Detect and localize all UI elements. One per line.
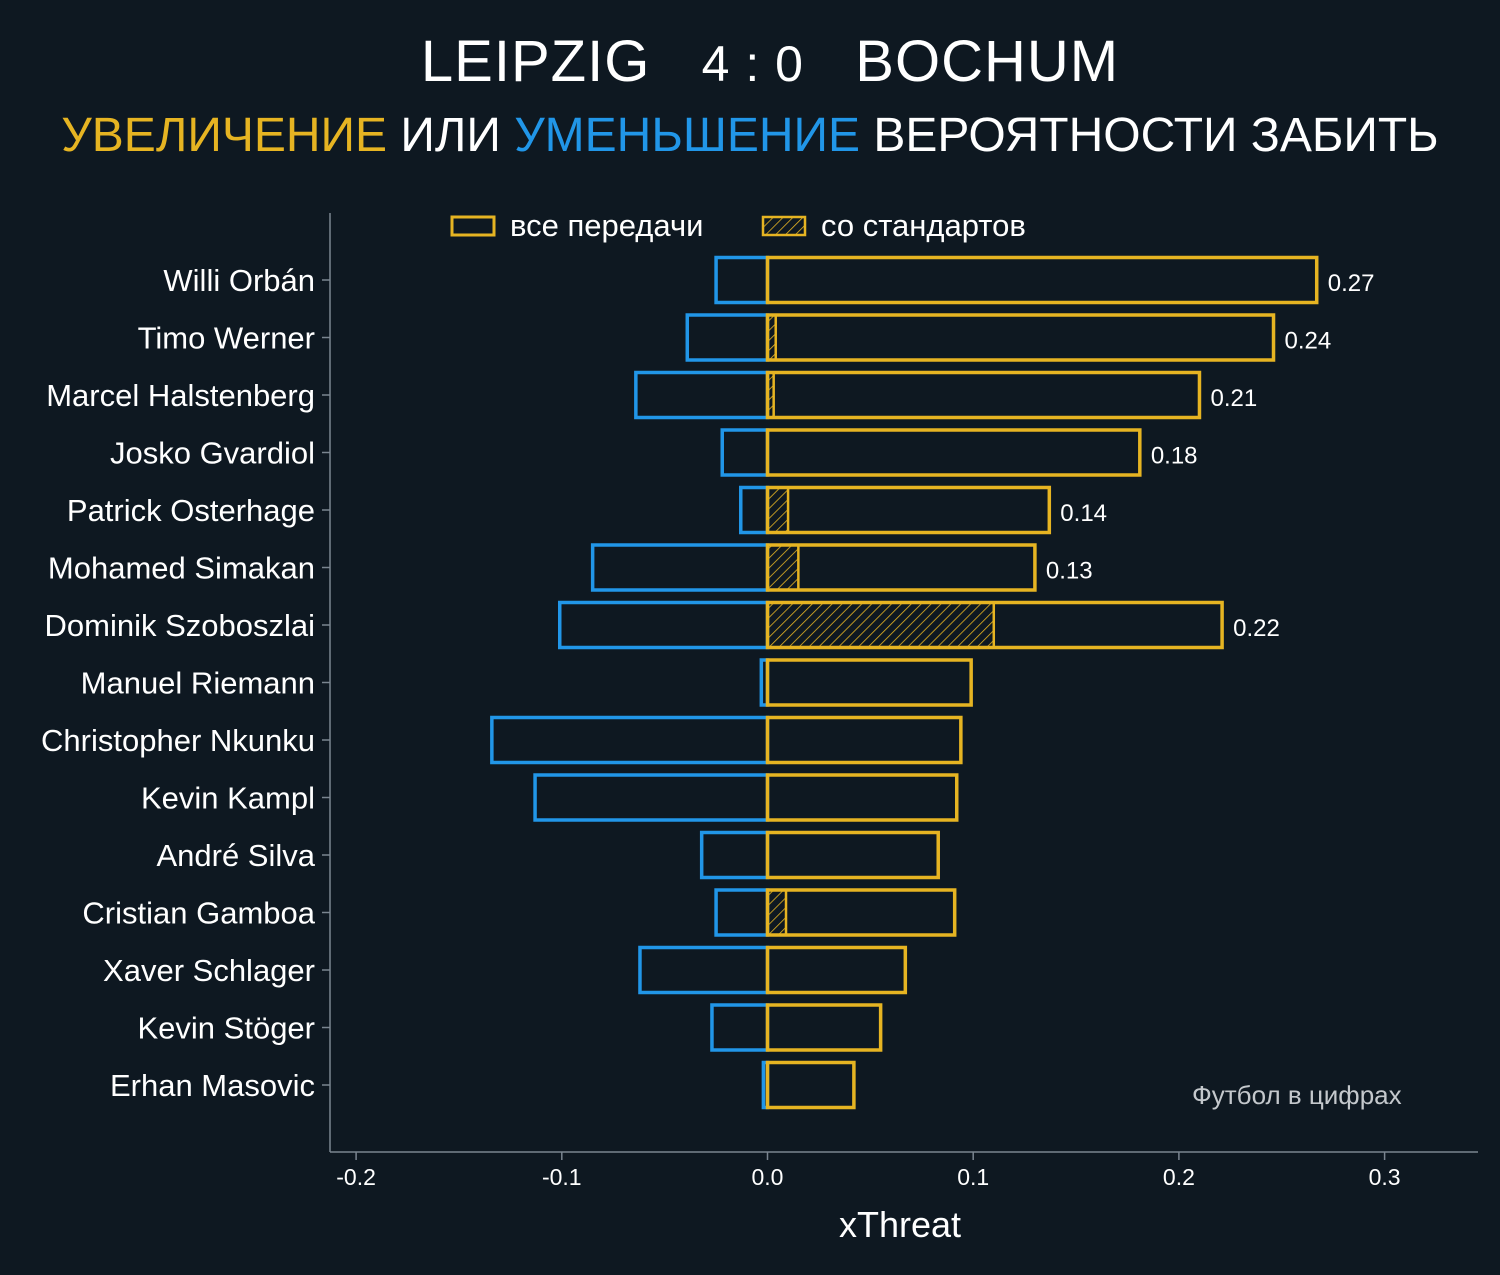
player-name-label: Cristian Gamboa [82,896,315,931]
bar-value-label: 0.18 [1151,443,1198,470]
player-row: Cristian Gamboa [82,888,957,937]
player-name-label: Kevin Stöger [138,1011,316,1046]
decrease-bar [685,313,770,362]
player-row: Christopher Nkunku [41,715,963,765]
player-row: Timo Werner 0.24 [138,313,1332,362]
increase-bar [765,600,1224,650]
subtitle-increase: УВЕЛИЧЕНИЕ [61,109,388,162]
player-row: Kevin Stöger [138,1003,883,1052]
decrease-bar [710,1003,770,1052]
player-name-label: Mohamed Simakan [48,551,315,586]
player-name-label: Timo Werner [138,321,315,356]
player-name-label: Xaver Schlager [103,953,315,988]
subtitle-or: ИЛИ [387,109,515,162]
player-row: Erhan Masovic [110,1060,856,1110]
player-row: André Silva [156,830,940,880]
increase-bar [765,888,957,937]
player-row: Xaver Schlager [103,945,908,995]
decrease-bar [714,255,770,305]
player-name-label: Manuel Riemann [81,666,315,701]
set-piece-bar [766,543,800,592]
player-name-label: Josko Gvardiol [110,436,315,471]
player-row: Dominik Szoboszlai 0.22 [45,600,1280,650]
match-score: 4 : 0 [701,36,804,92]
legend-label-set-pieces: со стандартов [821,208,1026,243]
player-name-label: Christopher Nkunku [41,723,315,758]
player-name-label: Kevin Kampl [141,781,315,816]
decrease-bar [634,370,770,420]
increase-bar [765,313,1276,362]
decrease-bar [714,888,770,937]
x-tick-label: -0.2 [336,1164,376,1190]
decrease-bar [739,485,770,535]
increase-bar [765,830,940,880]
decrease-bar [699,830,770,880]
player-name-label: Willi Orbán [163,263,315,298]
player-name-label: Patrick Osterhage [67,493,315,528]
increase-bar [765,715,963,765]
bar-value-label: 0.21 [1210,385,1257,412]
away-team: BOCHUM [855,29,1120,94]
x-axis-label: xThreat [839,1204,961,1245]
player-row: Manuel Riemann [81,658,973,707]
legend-swatch-all-passes [450,215,496,237]
decrease-bar [533,773,770,822]
bar-value-label: 0.14 [1060,500,1107,527]
increase-bar [765,1060,856,1110]
chart-subtitle: УВЕЛИЧЕНИЕ ИЛИ УМЕНЬШЕНИЕ ВЕРОЯТНОСТИ ЗА… [0,108,1500,163]
decrease-bar [490,715,770,765]
legend-swatch-set-pieces [761,215,807,237]
decrease-bar [720,428,770,477]
decrease-bar [557,600,770,650]
player-name-label: Marcel Halstenberg [46,378,315,413]
increase-bar [765,370,1202,420]
decrease-bar [638,945,770,995]
match-title: LEIPZIG 4 : 0 BOCHUM [0,28,1500,95]
set-piece-bar [766,888,788,937]
increase-bar [765,773,959,822]
home-team: LEIPZIG [420,29,651,94]
player-name-label: André Silva [156,838,315,873]
x-tick-label: 0.3 [1369,1164,1401,1190]
increase-bar [765,428,1142,477]
player-row: Mohamed Simakan 0.13 [48,543,1093,592]
x-tick-label: 0.1 [957,1164,989,1190]
legend: все передачи со стандартов [450,208,1026,243]
bar-value-label: 0.22 [1233,615,1280,642]
player-row: Willi Orbán 0.27 [163,255,1375,305]
increase-bar [765,1003,883,1052]
subtitle-rest: ВЕРОЯТНОСТИ ЗАБИТЬ [860,109,1439,162]
decrease-bar [590,543,770,592]
bar-value-label: 0.27 [1328,270,1375,297]
increase-bar [765,945,908,995]
player-row: Kevin Kampl [141,773,959,822]
increase-bar [765,255,1319,305]
increase-bar [765,485,1052,535]
credit-text: Футбол в цифрах [1192,1080,1402,1110]
increase-bar [765,543,1037,592]
subtitle-decrease: УМЕНЬШЕНИЕ [514,109,861,162]
player-row: Marcel Halstenberg 0.21 [46,370,1257,420]
player-row: Patrick Osterhage 0.14 [67,485,1107,535]
x-tick-label: 0.0 [752,1164,784,1190]
player-name-label: Erhan Masovic [110,1068,315,1103]
legend-label-all-passes: все передачи [510,208,703,243]
player-name-label: Dominik Szoboszlai [45,608,316,643]
bar-value-label: 0.13 [1046,558,1093,585]
increase-bar [765,658,973,707]
x-tick-label: 0.2 [1163,1164,1195,1190]
bar-value-label: 0.24 [1285,328,1332,355]
player-row: Josko Gvardiol 0.18 [110,428,1198,477]
set-piece-bar [766,486,790,534]
set-piece-bar [766,601,996,649]
x-tick-label: -0.1 [542,1164,582,1190]
